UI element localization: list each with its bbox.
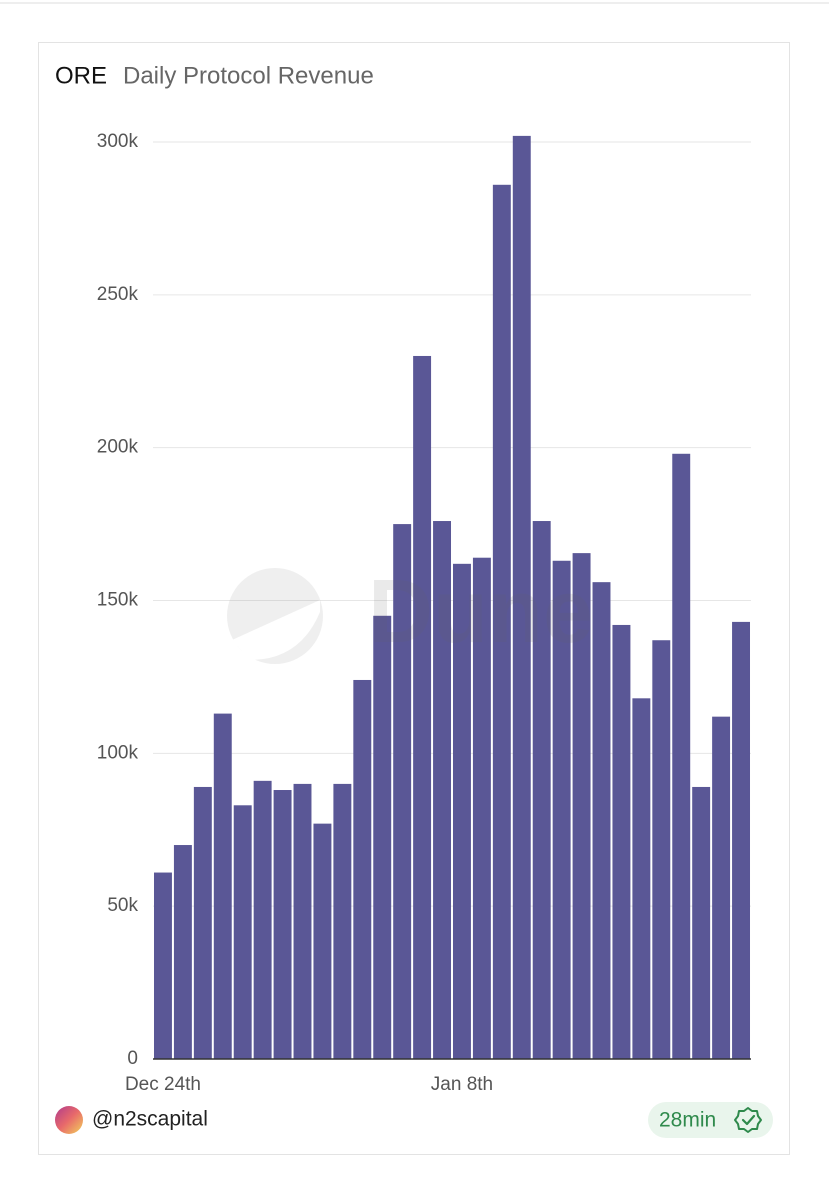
bar (173, 845, 192, 1059)
bar (572, 553, 591, 1059)
y-tick-label: 0 (127, 1048, 138, 1069)
bar (532, 521, 551, 1059)
freshness: 28min (659, 1109, 716, 1132)
bar (452, 563, 471, 1059)
plot: 0 50k 100k 150k 200k 250k 300k Dec 24th Jan 8th D… (97, 131, 751, 1095)
y-tick-label: 100k (97, 742, 139, 763)
y-tick-label: 250k (97, 284, 139, 305)
bar (413, 355, 432, 1059)
bar (273, 790, 292, 1059)
bar (253, 780, 272, 1059)
bar (652, 640, 671, 1059)
bar (632, 698, 651, 1059)
bar (612, 624, 631, 1059)
y-tick-label: 50k (107, 895, 138, 916)
bar (492, 184, 511, 1059)
bar (333, 783, 352, 1059)
bar (552, 560, 571, 1059)
bar (193, 786, 212, 1059)
avatar (55, 1106, 83, 1134)
bar (433, 521, 452, 1059)
bar (672, 453, 691, 1059)
bar (353, 679, 372, 1059)
bar (712, 716, 731, 1059)
bar (233, 805, 252, 1059)
bar (293, 783, 312, 1059)
chart-title: ORE (55, 62, 107, 89)
bar (732, 621, 751, 1059)
bar (373, 615, 392, 1059)
grid (153, 141, 751, 907)
watermark: Dune (227, 562, 593, 664)
watermark-text: Dune (368, 562, 593, 662)
y-tick-label: 150k (97, 590, 139, 611)
x-tick-label: Dec 24th (125, 1074, 201, 1095)
bar (213, 713, 232, 1059)
bar (393, 524, 412, 1059)
x-tick-label: Jan 8th (431, 1074, 493, 1095)
bar (153, 872, 172, 1059)
bar (692, 786, 711, 1059)
author: @n2scapital (92, 1108, 208, 1131)
bar (592, 582, 611, 1059)
y-tick-label: 300k (97, 131, 139, 152)
bar (313, 823, 332, 1059)
verified-icon (734, 1107, 762, 1133)
bar (472, 557, 491, 1059)
watermark-logo (227, 568, 323, 664)
bar (512, 135, 531, 1060)
chart-subtitle: Daily Protocol Revenue (123, 62, 374, 89)
watermark-logo-slash (232, 600, 320, 660)
y-tick-label: 200k (97, 437, 139, 458)
